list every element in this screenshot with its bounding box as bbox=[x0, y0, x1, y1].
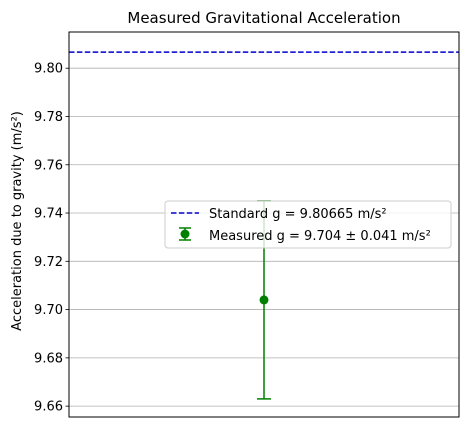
legend-label-measured: Measured g = 9.704 ± 0.041 m/s² bbox=[209, 229, 431, 244]
plot-frame bbox=[68, 31, 460, 418]
y-tick-label-3: 9.72 bbox=[34, 255, 63, 270]
y-tick-label-0: 9.66 bbox=[34, 400, 63, 415]
y-tick-label-6: 9.78 bbox=[34, 110, 63, 125]
y-tick-label-5: 9.76 bbox=[34, 158, 63, 173]
y-tick-label-7: 9.80 bbox=[34, 62, 63, 77]
measurement-point bbox=[259, 295, 269, 305]
y-ticks: 9.66 9.68 9.70 9.72 9.74 9.76 9.78 9.80 bbox=[34, 62, 69, 415]
legend-errorbar-icon bbox=[179, 227, 191, 241]
y-axis-label: Acceleration due to gravity (m/s²) bbox=[10, 111, 25, 331]
chart-title: Measured Gravitational Acceleration bbox=[127, 9, 400, 27]
y-tick-label-2: 9.70 bbox=[34, 303, 63, 318]
legend-label-standard: Standard g = 9.80665 m/s² bbox=[209, 207, 387, 222]
y-tick-label-1: 9.68 bbox=[34, 351, 63, 366]
y-tick-label-4: 9.74 bbox=[34, 207, 63, 222]
legend: Standard g = 9.80665 m/s² Measured g = 9… bbox=[164, 200, 452, 249]
legend-box bbox=[164, 200, 452, 249]
